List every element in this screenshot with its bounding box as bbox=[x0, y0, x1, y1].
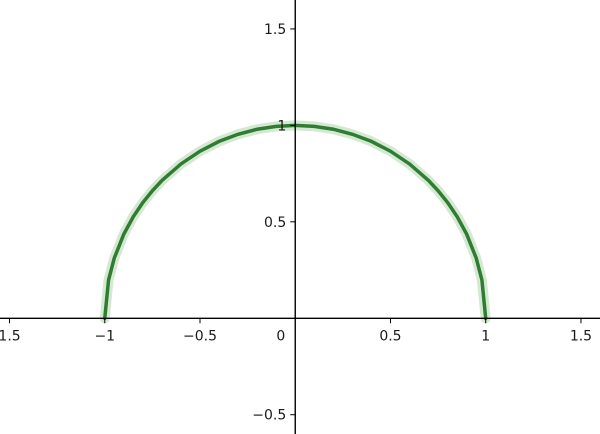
y-tick-label: 0.5 bbox=[264, 215, 286, 231]
y-tick-label: −0.5 bbox=[252, 408, 286, 424]
y-tick-label: 1 bbox=[277, 118, 286, 134]
x-tick-label: 1 bbox=[481, 328, 490, 344]
x-tick-label: −0.5 bbox=[183, 328, 217, 344]
ticks-layer: 1.5 −1 −0.5 0 0.5 1 1.5 −0.5 0.5 1 1.5 bbox=[0, 22, 592, 424]
x-tick-label: 0 bbox=[276, 328, 285, 344]
y-tick-label: 1.5 bbox=[264, 22, 286, 38]
x-tick-label: 0.5 bbox=[379, 328, 401, 344]
x-tick-label: 1.5 bbox=[570, 328, 592, 344]
x-tick-label: 1.5 bbox=[0, 328, 21, 344]
x-tick-label: −1 bbox=[94, 328, 115, 344]
